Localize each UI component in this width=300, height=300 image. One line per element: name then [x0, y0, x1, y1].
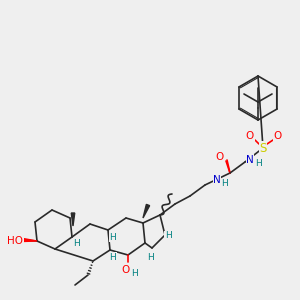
Text: H: H	[130, 268, 137, 278]
Text: H: H	[256, 158, 262, 167]
Polygon shape	[23, 238, 37, 242]
Text: S: S	[259, 142, 267, 154]
Text: O: O	[122, 265, 130, 275]
Text: N: N	[213, 175, 221, 185]
Text: N: N	[246, 155, 254, 165]
Text: H: H	[222, 179, 228, 188]
Text: H: H	[110, 232, 116, 242]
Text: HO: HO	[7, 236, 23, 246]
Polygon shape	[71, 213, 75, 226]
Text: H: H	[148, 253, 154, 262]
Text: O: O	[274, 131, 282, 141]
Polygon shape	[143, 204, 150, 218]
Text: H: H	[110, 253, 116, 262]
Text: O: O	[215, 152, 223, 162]
Text: H: H	[74, 239, 80, 248]
Text: O: O	[246, 131, 254, 141]
Text: H: H	[165, 232, 171, 241]
